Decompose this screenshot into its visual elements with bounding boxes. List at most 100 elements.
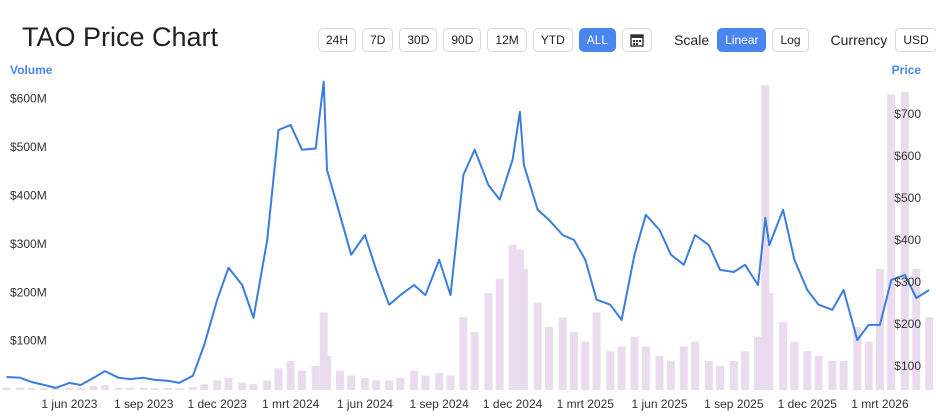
volume-bar: [581, 341, 590, 390]
x-tick-label: 1 mrt 2024: [262, 397, 320, 411]
volume-bar: [839, 360, 848, 390]
volume-bar: [519, 268, 528, 390]
volume-bar: [691, 341, 700, 390]
volume-bar: [470, 331, 479, 390]
y2-tick-label: $500: [894, 191, 921, 205]
volume-bar: [297, 370, 306, 390]
currency-button[interactable]: USD: [895, 28, 936, 52]
calendar-icon: [630, 34, 644, 47]
page-title: TAO Price Chart: [22, 22, 219, 52]
volume-bar: [40, 388, 49, 390]
volume-bar: [311, 365, 320, 390]
x-tick-label: 1 jun 2023: [41, 397, 97, 411]
volume-bar: [410, 370, 419, 390]
volume-bar: [515, 249, 524, 390]
volume-bar: [51, 388, 60, 390]
x-tick-label: 1 dec 2025: [778, 397, 838, 411]
volume-bar: [238, 382, 247, 390]
volume-bar: [27, 388, 36, 390]
volume-bar: [89, 386, 98, 390]
volume-bar: [319, 312, 328, 390]
y-tick-label: $400M: [10, 188, 47, 202]
range-buttons: 24H 7D 30D 90D 12M YTD ALL: [318, 28, 622, 52]
volume-bar: [224, 377, 233, 390]
button[interactable]: 12M: [487, 28, 527, 52]
volume-bar: [347, 375, 356, 390]
header: TAO Price Chart 24H 7D 30D 90D 12M YTD ALL Sca…: [0, 0, 936, 62]
x-tick-label: 1 mrt 2026: [851, 397, 909, 411]
price-line: [6, 80, 930, 389]
button[interactable]: 7D: [362, 28, 394, 52]
volume-bar: [912, 268, 921, 390]
x-tick-label: 1 dec 2023: [187, 397, 247, 411]
volume-bar: [864, 341, 873, 390]
volume-bar: [274, 368, 283, 390]
y-tick-label: $100M: [10, 334, 47, 348]
volume-bar: [286, 360, 295, 390]
controls: 24H 7D 30D 90D 12M YTD ALL Scale Linear Log Cur…: [318, 28, 936, 52]
x-tick-label: 1 jun 2025: [632, 397, 688, 411]
volume-bar: [139, 387, 148, 390]
volume-bar: [175, 388, 184, 390]
volume-bar: [617, 346, 626, 390]
volume-bar: [100, 385, 109, 390]
volume-bar: [925, 317, 934, 390]
volume-bar: [533, 302, 542, 390]
volume-bar: [679, 346, 688, 390]
volume-bar: [65, 387, 74, 390]
volume-bar: [803, 351, 812, 390]
button[interactable]: ALL: [578, 28, 617, 52]
volume-bar: [151, 388, 159, 390]
volume-bar: [435, 373, 444, 390]
y2-tick-label: $700: [894, 107, 921, 121]
y2-tick-label: $200: [894, 317, 921, 331]
button[interactable]: YTD: [532, 28, 573, 52]
y2-tick-label: $600: [894, 149, 921, 163]
volume-bar: [741, 351, 750, 390]
volume-bar: [508, 244, 517, 390]
button[interactable]: 24H: [318, 28, 357, 52]
x-tick-label: 1 sep 2023: [114, 397, 174, 411]
volume-bar: [729, 360, 738, 390]
y2-tick-label: $400: [894, 233, 921, 247]
volume-bar: [495, 278, 504, 390]
price-axis-title: Price: [892, 63, 922, 77]
volume-bar: [666, 360, 675, 390]
volume-bar: [828, 360, 837, 390]
volume-bar: [335, 370, 344, 390]
button[interactable]: Log: [772, 28, 809, 52]
currency-label: Currency: [830, 32, 888, 48]
x-tick-label: 1 sep 2024: [409, 397, 469, 411]
x-tick-label: 1 jun 2024: [337, 397, 393, 411]
x-tick-label: 1 dec 2024: [483, 397, 543, 411]
volume-bar: [421, 375, 430, 390]
volume-bar: [16, 387, 25, 390]
volume-bar: [360, 377, 369, 390]
volume-bar: [761, 84, 770, 390]
volume-bar: [569, 331, 578, 390]
volume-bar: [322, 356, 331, 390]
volume-bar: [900, 92, 909, 390]
y2-tick-label: $100: [894, 359, 921, 373]
volume-bar: [853, 327, 862, 390]
volume-bar: [200, 384, 209, 390]
volume-bar: [372, 380, 381, 390]
volume-bar: [459, 317, 468, 390]
button[interactable]: 90D: [443, 28, 482, 52]
y2-tick-label: $300: [894, 275, 921, 289]
y-tick-label: $200M: [10, 285, 47, 299]
calendar-button[interactable]: [622, 28, 653, 52]
volume-bar: [875, 268, 884, 390]
volume-bar: [592, 312, 601, 390]
volume-bar: [114, 387, 123, 390]
y-tick-label: $600M: [10, 92, 47, 106]
volume-bar: [887, 94, 896, 390]
button[interactable]: Linear: [717, 28, 767, 52]
volume-bar: [655, 356, 664, 390]
volume-bar: [188, 387, 197, 390]
volume-bar: [2, 387, 11, 390]
button[interactable]: 30D: [399, 28, 438, 52]
volume-bar: [765, 293, 774, 390]
volume-bar: [544, 327, 553, 390]
